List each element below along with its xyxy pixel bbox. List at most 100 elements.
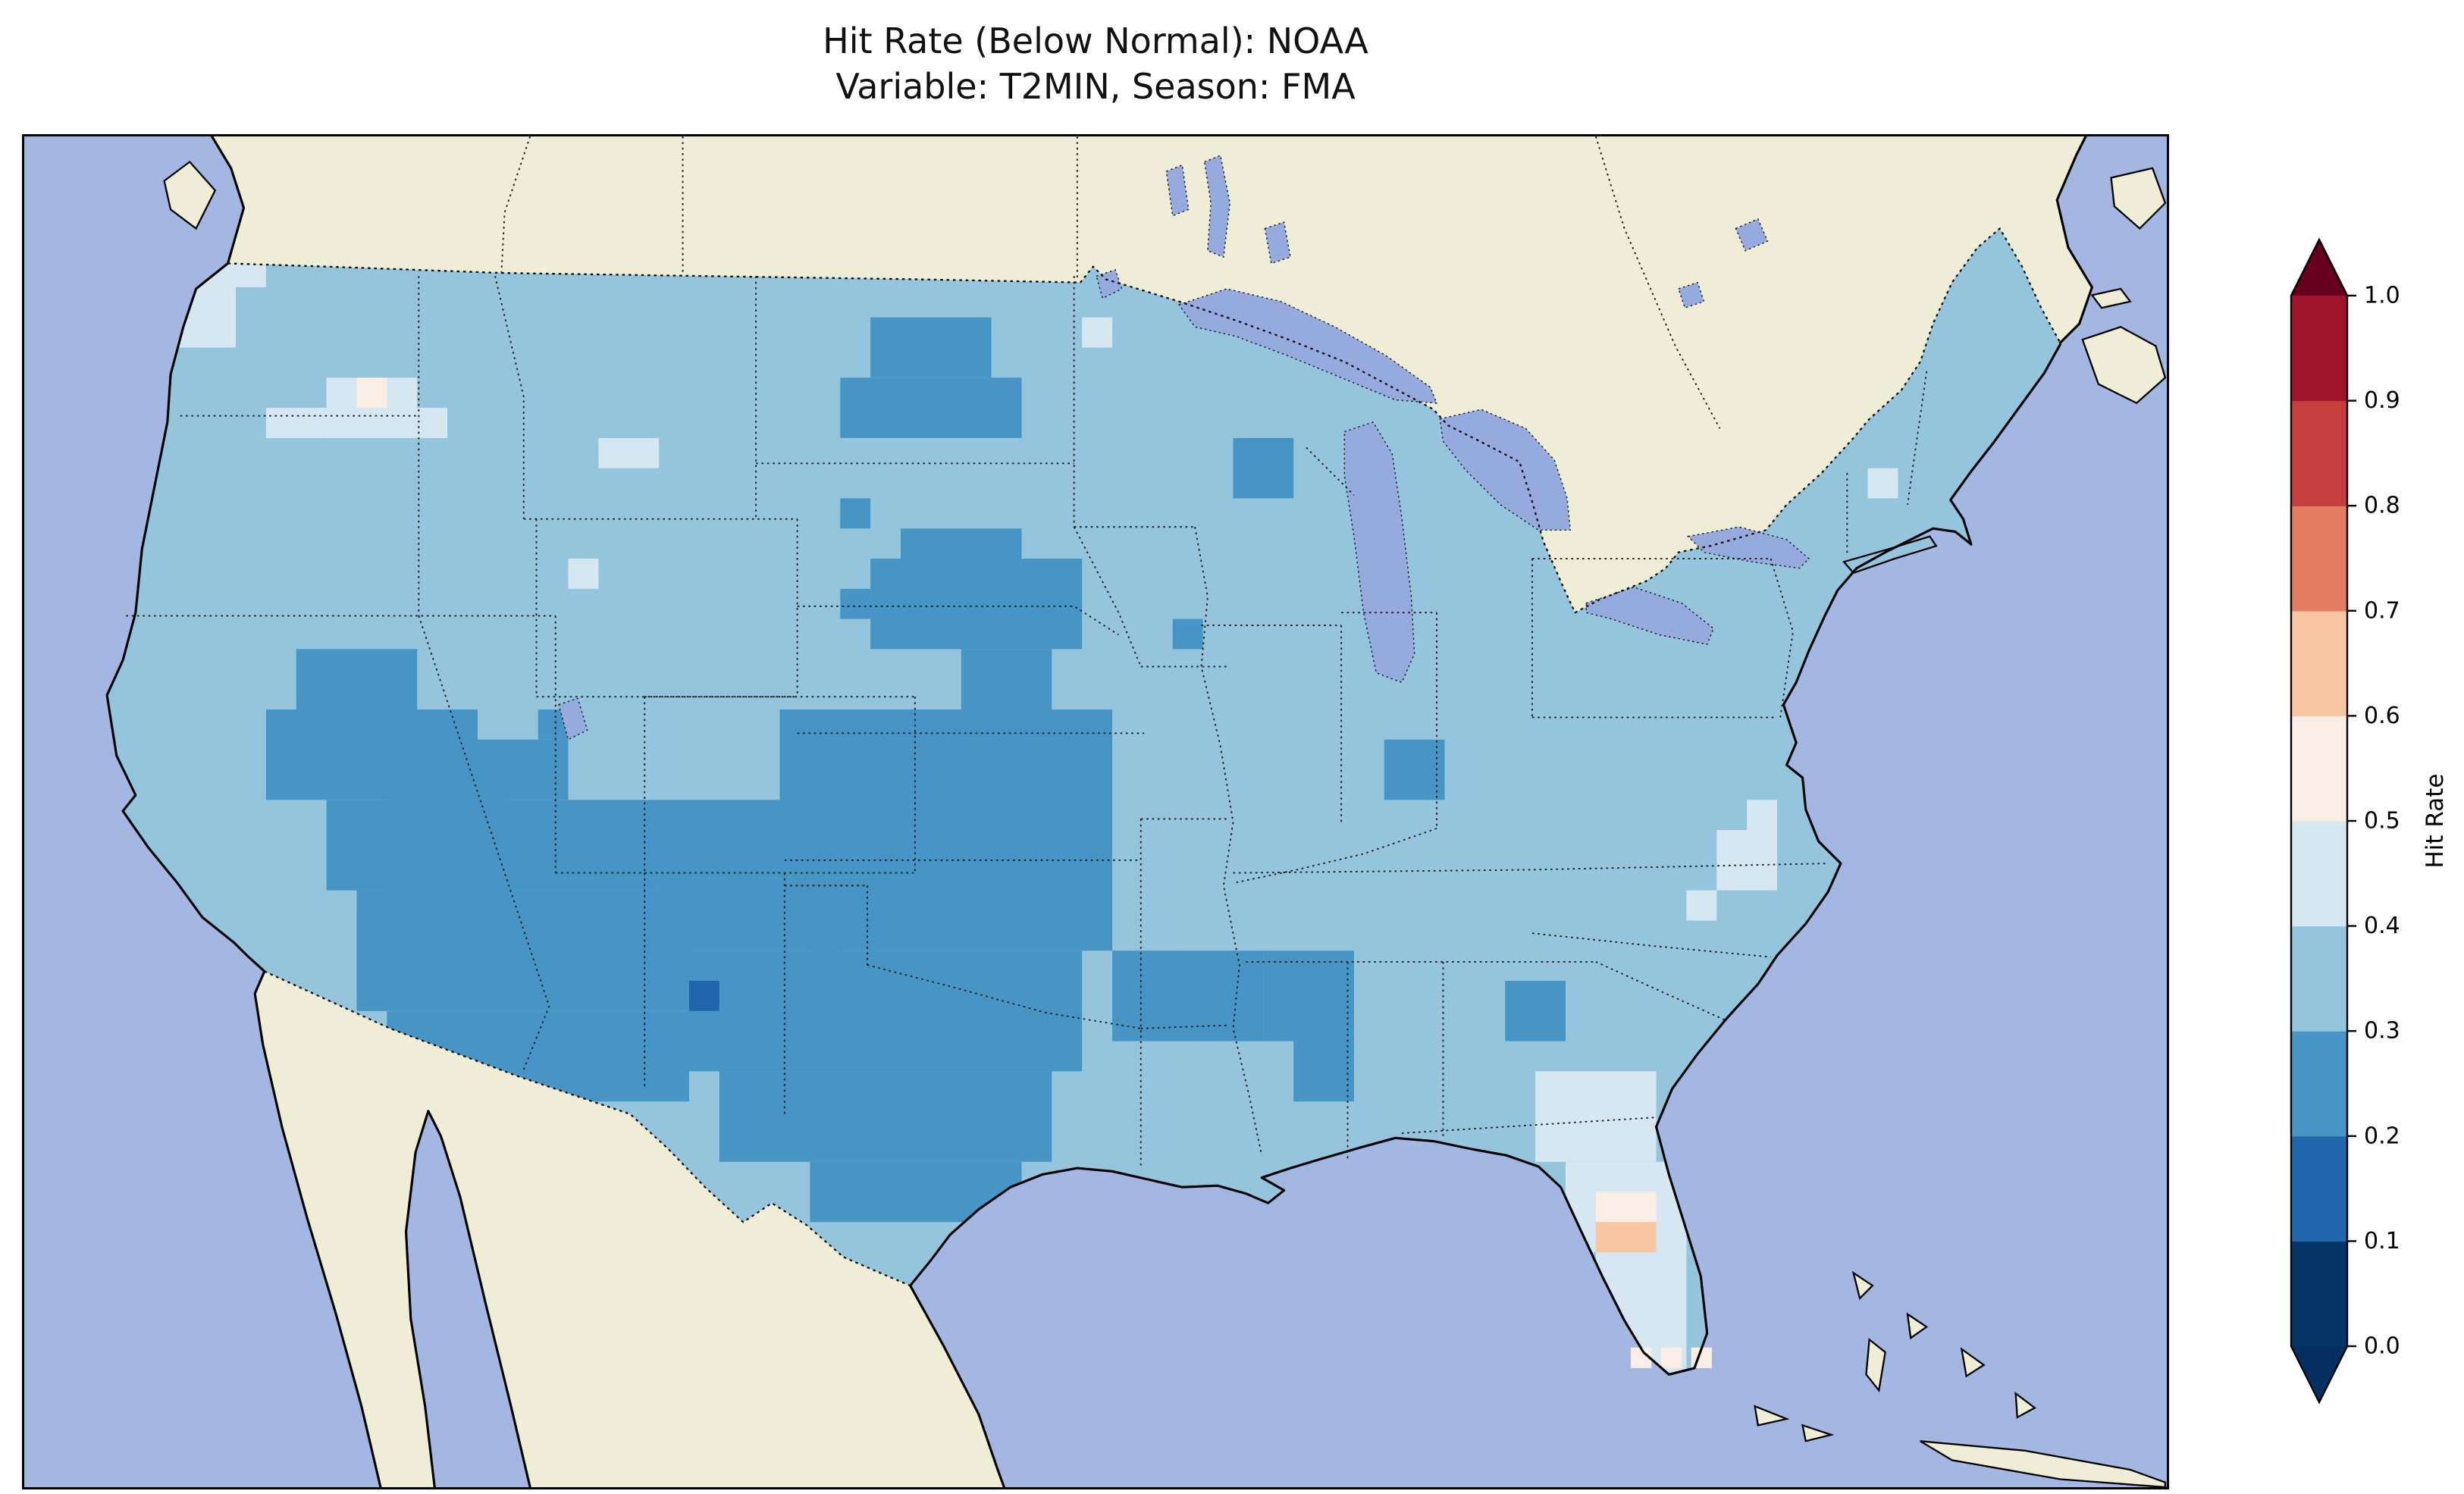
hit-rate-grid-cells [175, 257, 1898, 1373]
newfoundland [2110, 167, 2167, 230]
figure-title-line1: Hit Rate (Below Normal): NOAA [823, 20, 1368, 61]
grid-cell-patch [870, 317, 992, 378]
state-boundaries [126, 276, 1928, 1169]
cuba [1920, 1440, 2167, 1487]
colorbar-tick-label: 0.2 [2364, 1123, 2400, 1149]
florida-keys-islet-2 [1801, 1424, 1835, 1442]
lake-manitoba [1165, 164, 1190, 217]
colorbar-tick-label: 0.9 [2364, 387, 2400, 414]
pacific-coast [105, 262, 382, 1487]
colorbar-tick-label: 0.1 [2364, 1228, 2400, 1254]
grid-cell-patch [265, 408, 327, 438]
grid-cell-patch [1867, 468, 1898, 499]
colorbar-segment [2291, 1135, 2347, 1242]
vancouver-island [163, 160, 217, 230]
quebec-lake-2 [1677, 281, 1705, 309]
keys-grid-cell [1630, 1347, 1652, 1368]
lake-erie [1585, 586, 1714, 645]
grid-cell-patch [1384, 739, 1445, 800]
florida-keys-islet-1 [1754, 1405, 1790, 1427]
grid-cell-patch [1535, 1071, 1657, 1162]
grid-cell-patch [1505, 981, 1566, 1041]
canada-landmass [212, 136, 2093, 613]
grid-cell-patch [840, 498, 871, 529]
colorbar-tick-label: 0.6 [2364, 703, 2400, 729]
mexico-landmass [255, 971, 1005, 1487]
colorbar-tick-label: 0.7 [2364, 597, 2400, 624]
lake-nipigon [1264, 221, 1291, 265]
islands [163, 160, 2167, 1487]
grid-cell-patch [296, 649, 418, 709]
colorbar-extend-below [2291, 1346, 2347, 1402]
grid-cell-patch [1263, 951, 1354, 1041]
colorbar-tick-label: 0.8 [2364, 493, 2400, 519]
grid-cell-patch [688, 981, 719, 1011]
colorbar-tick-label: 0.5 [2364, 808, 2400, 835]
grid-cell-patch [356, 890, 689, 1011]
quebec-lake-1 [1735, 218, 1769, 252]
lake-winnipeg [1203, 155, 1231, 258]
grid-cell-patch [840, 377, 1022, 438]
grid-cell-patch [1595, 1192, 1657, 1223]
andros-island [1865, 1338, 1886, 1392]
grid-cell-patch [840, 588, 871, 619]
colorbar-extend-above [2291, 240, 2347, 296]
grid-cell-patch [265, 709, 478, 800]
lake-ontario [1686, 526, 1810, 569]
grid-cell-patch [1233, 437, 1294, 499]
canada-atlantic-coast [2055, 136, 2093, 344]
grid-cell-patch [598, 437, 660, 468]
bahamas-3 [1960, 1347, 1986, 1378]
colorbar-scale: 1.0 0.9 0.8 0.7 0.6 0.5 0.4 0.3 0.2 0.1 0.0 [2290, 237, 2400, 1405]
grid-cell-patch [417, 408, 448, 438]
colorbar-tick-label: 0.4 [2364, 913, 2400, 939]
colorbar-tick-label: 0.0 [2364, 1333, 2400, 1360]
nova-scotia [2081, 326, 2167, 405]
colorbar-segment [2291, 821, 2347, 927]
grid-cell-patch [1082, 317, 1113, 348]
grid-cell-patch [1293, 1041, 1354, 1102]
lake-superior [1177, 288, 1438, 404]
bahamas-2 [1906, 1312, 1929, 1340]
colorbar: 1.0 0.9 0.8 0.7 0.6 0.5 0.4 0.3 0.2 0.1 0.0 Hit Ra… [2281, 236, 2464, 1419]
us-choropleth [107, 228, 2061, 1375]
lakes [558, 155, 1810, 741]
bahamas-4 [2014, 1392, 2036, 1419]
keys-grid-cell [1660, 1347, 1682, 1368]
coastlines [105, 136, 2093, 1487]
great-salt-lake [558, 697, 588, 741]
gulf-and-atlantic-coast [909, 343, 2062, 1487]
lake-huron [1439, 409, 1572, 531]
prince-edward-island [2090, 287, 2132, 309]
grid-cell-patch [1747, 800, 1777, 831]
grid-cell-patch [1595, 1222, 1657, 1253]
grid-cell-patch [568, 559, 599, 589]
figure-title-line2: Variable: T2MIN, Season: FMA [835, 66, 1356, 107]
lake-of-the-woods [1096, 268, 1123, 299]
grid-cell-patch [1112, 951, 1264, 1041]
colorbar-segment [2291, 926, 2347, 1032]
figure-title: Hit Rate (Below Normal): NOAA Variable: … [22, 18, 2169, 109]
grid-cell-patch [810, 830, 1113, 951]
grid-cell-patch [719, 1071, 1052, 1162]
grid-cell-patch [961, 649, 1052, 709]
colorbar-segment [2291, 716, 2347, 822]
map-axes-frame [22, 134, 2169, 1489]
grid-cell-patch [356, 377, 387, 409]
grid-cell-patch [1716, 830, 1777, 891]
gulf-of-california-coast [404, 1110, 531, 1487]
grid-cell-patch [447, 739, 569, 800]
colorbar-svg: 1.0 0.9 0.8 0.7 0.6 0.5 0.4 0.3 0.2 0.1 0.0 Hit Ra… [2290, 237, 2449, 1405]
colorbar-segment [2291, 1031, 2347, 1137]
colorbar-segment [2291, 296, 2347, 402]
us-mexico-border [264, 970, 911, 1287]
colorbar-tick-label: 0.3 [2364, 1018, 2400, 1045]
colorbar-segment [2291, 506, 2347, 612]
lake-michigan [1343, 421, 1415, 684]
colorbar-segment [2291, 610, 2347, 716]
grid-cell-patch [1172, 619, 1203, 650]
colorbar-segment [2291, 1241, 2347, 1347]
canada-pacific-coast [210, 136, 246, 265]
grid-cell-patch [688, 951, 1083, 1072]
